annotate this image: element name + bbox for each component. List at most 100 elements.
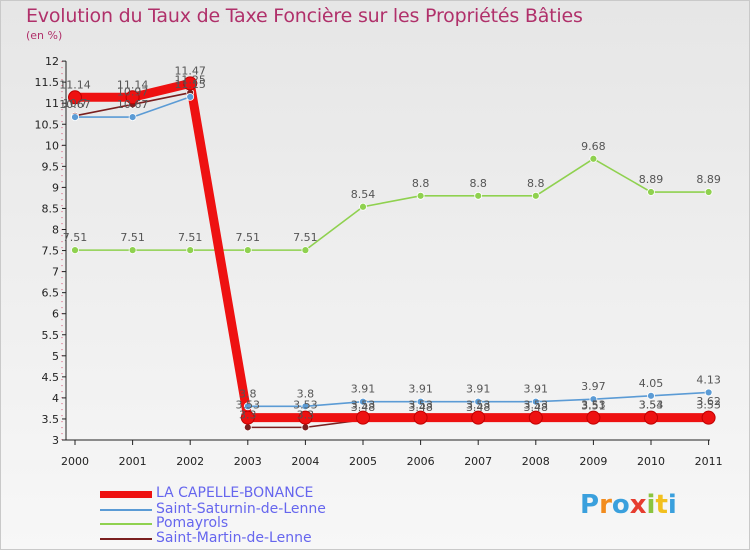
y-tick-label: 7 [52,266,59,279]
data-label-la-capelle-bonance: 11.14 [59,78,91,91]
logo-letter: o [611,490,630,520]
y-tick-label: 12 [45,55,59,68]
legend-label: Saint-Saturnin-de-Lenne [156,501,326,517]
data-label-saint-saturnin-de-lenne: 4.05 [639,377,664,390]
data-label-la-capelle-bonance: 3.53 [466,399,491,412]
data-label-saint-martin-de-lenne: 3.3 [297,408,315,421]
data-label-saint-martin-de-lenne: 3.48 [466,401,491,414]
data-point-pomayrols [301,246,310,255]
data-label-saint-martin-de-lenne: 3.3 [239,408,257,421]
data-point-la-capelle-bonance [701,410,716,425]
logo-letter: i [646,490,656,520]
y-tick-label: 6 [52,308,59,321]
y-tick-label: 5 [52,350,59,363]
data-point-pomayrols [531,191,540,200]
data-point-pomayrols [71,246,79,255]
data-label-la-capelle-bonance: 3.53 [581,399,606,412]
legend-swatch-la-capelle-bonance [100,491,152,498]
data-label-la-capelle-bonance: 3.53 [293,399,318,412]
data-label-pomayrols: 8.89 [696,173,721,186]
x-tick-label: 2010 [637,455,665,468]
y-tick-label: 11 [45,97,59,110]
data-point-la-capelle-bonance [356,410,370,425]
data-label-pomayrols: 8.89 [639,173,664,186]
data-point-la-capelle-bonance [471,410,486,425]
data-labels: 10.7 10.97 11.25 3.3 3.3 3.48 3.48 3.48 3.48 3.51… [59,64,721,421]
series-line-pomayrols [74,157,710,251]
data-label-la-capelle-bonance: 3.53 [351,399,376,412]
legend-swatch-saint-martin-de-lenne [100,538,152,540]
data-label-saint-saturnin-de-lenne: 3.8 [297,387,315,400]
data-point-la-capelle-bonance [240,410,255,425]
x-tick-label: 2007 [464,455,492,468]
data-label-saint-saturnin-de-lenne: 3.91 [466,383,491,396]
series-lines [70,78,714,429]
y-tick-label: 7.5 [42,245,60,258]
x-tick-label: 2009 [579,455,607,468]
x-tick-label: 2006 [407,455,435,468]
data-label-saint-saturnin-de-lenne: 3.91 [524,383,549,396]
data-label-pomayrols: 7.51 [120,231,145,244]
data-label-la-capelle-bonance: 3.53 [236,399,261,412]
data-point-saint-saturnin-de-lenne [704,388,713,397]
legend-label: Saint-Martin-de-Lenne [156,530,312,546]
y-tick-label: 8.5 [42,202,60,215]
data-label-saint-saturnin-de-lenne: 11.15 [174,78,206,91]
data-label-la-capelle-bonance: 3.53 [639,399,664,412]
data-point-saint-saturnin-de-lenne [474,397,483,406]
y-tick-label: 4 [52,392,59,405]
data-label-saint-saturnin-de-lenne: 3.91 [408,383,433,396]
y-tick-label: 3.5 [42,413,60,426]
data-point-saint-martin-de-lenne [243,423,252,432]
data-point-la-capelle-bonance [528,410,543,425]
data-point-saint-saturnin-de-lenne [531,397,540,406]
data-label-pomayrols: 8.8 [412,177,430,190]
data-label-la-capelle-bonance: 11.47 [174,64,206,77]
data-point-saint-saturnin-de-lenne [647,391,655,400]
data-point-saint-saturnin-de-lenne [301,402,310,411]
data-point-saint-saturnin-de-lenne [186,92,195,101]
y-unit-label: (en %) [26,29,63,42]
data-point-la-capelle-bonance [183,76,198,91]
x-tick-label: 2000 [61,455,89,468]
y-tick-label: 9 [52,181,59,194]
data-label-pomayrols: 8.8 [469,177,487,190]
series-line-la-capelle-bonance [70,78,714,423]
data-point-pomayrols [704,188,713,196]
data-label-saint-martin-de-lenne: 3.54 [639,398,664,411]
data-point-pomayrols [186,246,195,255]
data-label-pomayrols: 7.51 [236,231,261,244]
data-label-saint-martin-de-lenne: 3.48 [408,401,433,414]
x-tick-label: 2005 [349,455,377,468]
data-label-saint-saturnin-de-lenne: 3.91 [351,383,376,396]
x-tick-label: 2001 [119,455,147,468]
legend-swatch-pomayrols [100,523,152,525]
data-label-pomayrols: 9.68 [581,140,606,153]
chart-title: Evolution du Taux de Taxe Foncière sur l… [26,5,583,27]
data-label-saint-saturnin-de-lenne: 10.67 [117,98,149,111]
y-tick-label: 10 [45,139,59,152]
data-label-saint-martin-de-lenne: 3.51 [581,400,606,413]
y-tick-label: 5.5 [42,329,60,342]
data-point-pomayrols [359,202,367,211]
y-tick-label: 10.5 [35,118,60,131]
data-label-pomayrols: 8.54 [351,188,376,201]
data-label-saint-saturnin-de-lenne: 3.97 [581,380,606,393]
x-tick-label: 2011 [695,455,723,468]
y-tick-label: 3 [52,434,59,447]
series-points [68,76,716,432]
data-point-la-capelle-bonance [644,410,658,425]
x-tick-label: 2004 [291,455,319,468]
logo-letter: x [629,490,647,520]
data-point-saint-saturnin-de-lenne [128,113,137,121]
data-point-pomayrols [589,154,598,163]
y-tick-label: 8 [52,224,59,237]
data-point-pomayrols [243,246,252,255]
data-point-saint-martin-de-lenne [301,423,310,432]
logo-letter: P [580,490,600,520]
data-label-saint-saturnin-de-lenne: 4.13 [696,373,721,386]
data-label-saint-saturnin-de-lenne: 10.67 [59,98,91,111]
data-label-pomayrols: 8.8 [527,177,545,190]
data-point-saint-saturnin-de-lenne [359,397,367,406]
